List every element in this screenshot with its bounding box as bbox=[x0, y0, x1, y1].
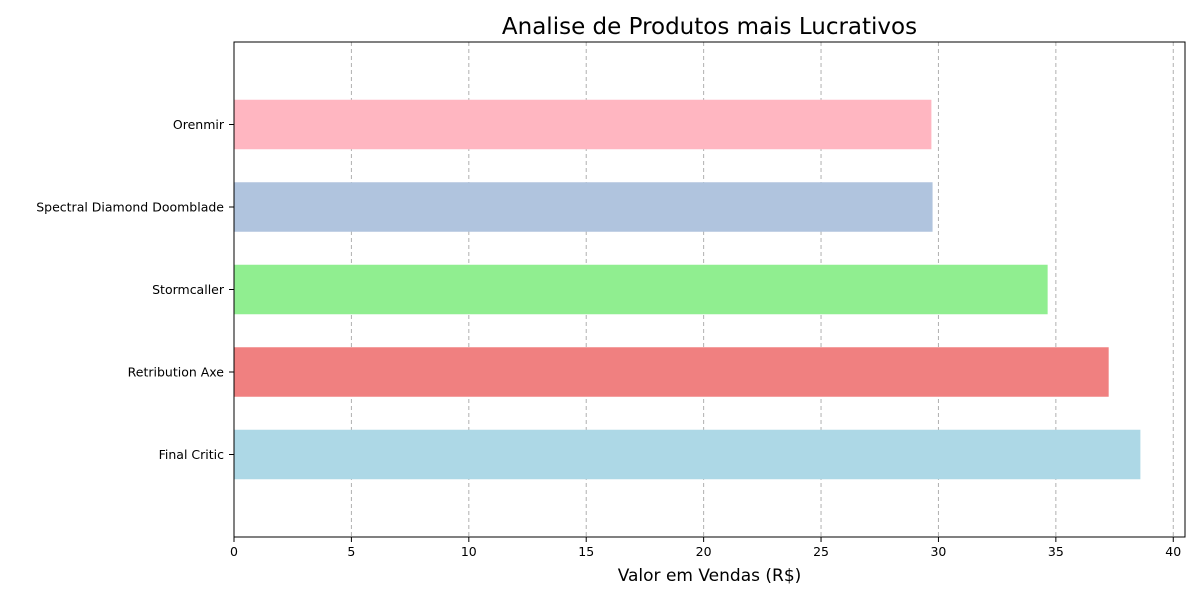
bar bbox=[234, 429, 1141, 480]
x-tick-layer: 0 5 10 15 20 25 30 35 40 bbox=[230, 537, 1181, 559]
y-tick-label: Stormcaller bbox=[152, 282, 225, 297]
y-tick-label: Spectral Diamond Doomblade bbox=[36, 200, 224, 215]
y-tick-label: Orenmir bbox=[173, 117, 225, 132]
bar bbox=[234, 182, 933, 232]
x-tick-label: 40 bbox=[1165, 544, 1181, 559]
x-tick-label: 35 bbox=[1048, 544, 1064, 559]
chart-title: Analise de Produtos mais Lucrativos bbox=[502, 14, 917, 40]
x-tick-label: 10 bbox=[461, 544, 477, 559]
bar bbox=[234, 347, 1109, 397]
y-tick-label: Retribution Axe bbox=[128, 365, 225, 380]
x-tick-label: 20 bbox=[696, 544, 712, 559]
bar bbox=[234, 99, 932, 150]
x-tick-label: 0 bbox=[230, 544, 238, 559]
bar bbox=[234, 264, 1048, 315]
y-tick-layer: Final Critic Retribution Axe Stormcaller Sp… bbox=[36, 117, 234, 462]
x-axis-label: Valor em Vendas (R$) bbox=[618, 566, 802, 586]
x-tick-label: 15 bbox=[578, 544, 594, 559]
x-tick-label: 25 bbox=[813, 544, 829, 559]
bar-layer bbox=[234, 99, 1141, 480]
x-tick-label: 5 bbox=[347, 544, 355, 559]
x-tick-label: 30 bbox=[930, 544, 946, 559]
y-tick-label: Final Critic bbox=[159, 447, 224, 462]
